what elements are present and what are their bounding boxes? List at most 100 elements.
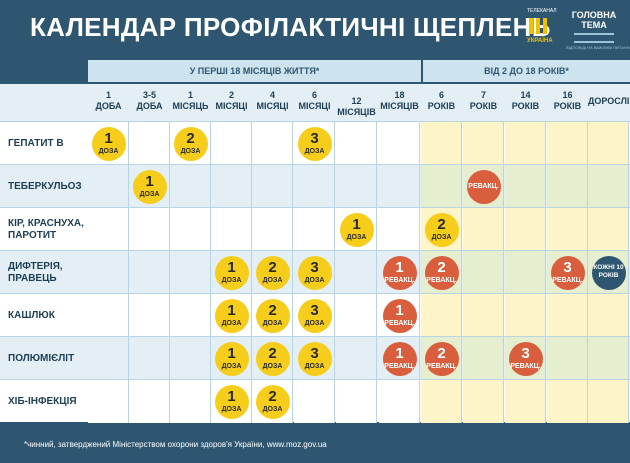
badge-number: 2 [268, 258, 277, 276]
badge-number: 1 [104, 129, 113, 147]
column-header-value: 1 [105, 90, 111, 100]
badge-number: 2 [437, 344, 446, 362]
dose-badge: 3 ДОЗА [297, 126, 332, 161]
column-header-value: 18 [394, 90, 405, 100]
section-first-18-months: У ПЕРШІ 18 МІСЯЦІВ ЖИТТЯ* [88, 60, 421, 82]
badge-number: 2 [268, 344, 277, 362]
table-cell [379, 208, 420, 251]
column-header-value: 6 [438, 90, 444, 100]
logo-tagline: ВІДПОВІДІ НА ВАЖЛИВІ ПИТАННЯ [566, 45, 630, 50]
table-cell [547, 294, 588, 337]
table-cell [294, 208, 335, 251]
table-cell [88, 251, 129, 294]
badge-number: 1 [227, 387, 236, 405]
table-cell [463, 294, 504, 337]
column-header: 7 РОКІВ [463, 90, 504, 112]
table-row: ПОЛЮМІЄЛІТ 1 ДОЗА 2 ДОЗА 3 ДОЗА 1 РЕВАКЦ. 2 РЕВАКЦ… [0, 336, 630, 380]
badge-number: 2 [437, 258, 446, 276]
logo-bar [543, 18, 547, 34]
table-cell [463, 251, 504, 294]
table-cell [211, 122, 252, 165]
badge-label: ДОЗА [304, 319, 325, 327]
table-cell [336, 294, 377, 337]
table-cell [463, 337, 504, 380]
table-cell [170, 337, 211, 380]
table-cell [336, 165, 377, 208]
dose-badge: 2 ДОЗА [424, 212, 459, 247]
badge-label: ДОЗА [221, 362, 242, 370]
table-cell [88, 337, 129, 380]
footer-note: *чинний, затверджений Міністерством охор… [24, 440, 327, 449]
badge-label: РЕВАКЦ. [468, 182, 499, 190]
column-header: 16 РОКІВ [547, 90, 588, 112]
section-2-18-years: ВІД 2 ДО 18 РОКІВ* [423, 60, 630, 82]
dose-badge: 1 ДОЗА [214, 255, 249, 290]
table-cell [547, 165, 588, 208]
column-header-value: 7 [480, 90, 486, 100]
badge-number: 3 [310, 129, 319, 147]
column-header-value: 6 [311, 90, 317, 100]
table-cell [379, 165, 420, 208]
table-cell [170, 165, 211, 208]
badge-label: ДОЗА [139, 190, 160, 198]
table-cell [336, 251, 377, 294]
dose-badge: 3 ДОЗА [297, 341, 332, 376]
table-row: ГЕПАТИТ В 1 ДОЗА 2 ДОЗА 3 ДОЗА [0, 121, 630, 165]
golovna-tema-logo: ГОЛОВНА ТЕМА ВІДПОВІДІ НА ВАЖЛИВІ ПИТАНН… [566, 10, 630, 50]
badge-label: ДОЗА [98, 147, 119, 155]
badge-number: 1 [227, 301, 236, 319]
badge-label: РЕВАКЦ. [426, 276, 457, 284]
every-10-years-badge: КОЖНІ 10 РОКІВ [591, 255, 626, 290]
badge-number: 3 [310, 301, 319, 319]
header: КАЛЕНДАР ПРОФІЛАКТИЧНІ ЩЕПЛЕНЬ ТЕЛЕКАНАЛ… [0, 0, 630, 58]
dose-badge: 3 ДОЗА [297, 298, 332, 333]
badge-number: 3 [310, 344, 319, 362]
badge-label: ДОЗА [180, 147, 201, 155]
badge-number: 2 [268, 387, 277, 405]
table-cell [170, 294, 211, 337]
badge-label: ДОЗА [262, 276, 283, 284]
column-header-unit: РОКІВ [427, 101, 456, 111]
column-header-unit: МІСЯЦІ [256, 101, 289, 111]
table-cell [88, 294, 129, 337]
table-cell [294, 380, 335, 423]
revaccination-badge: 3 РЕВАКЦ. [550, 255, 585, 290]
table-cell [505, 251, 546, 294]
badge-label: РЕВАКЦ. [552, 276, 583, 284]
table-cell [588, 337, 629, 380]
badge-label: РЕВАКЦ. [510, 362, 541, 370]
column-header: 6 МІСЯЦІ [294, 90, 335, 112]
revaccination-badge: 1 РЕВАКЦ. [382, 298, 417, 333]
column-header-unit: ДОБА [95, 101, 122, 111]
badge-label: ДОЗА [221, 276, 242, 284]
table-cell [170, 380, 211, 423]
column-header-value: 14 [520, 90, 531, 100]
table-cell [379, 122, 420, 165]
revaccination-badge: 3 РЕВАКЦ. [508, 341, 543, 376]
column-header: 4 МІСЯЦІ [252, 90, 293, 112]
column-header-value: 4 [269, 90, 275, 100]
row-label: ГЕПАТИТ В [8, 137, 64, 149]
column-header-value: 3-5 [142, 90, 156, 100]
column-header: 3-5 ДОБА [129, 90, 170, 112]
table-cell [547, 122, 588, 165]
dose-badge: 1 ДОЗА [91, 126, 126, 161]
table-row: КІР, КРАСНУХА, ПАРОТИТ 1 ДОЗА 2 ДОЗА [0, 207, 630, 251]
table-cell [505, 208, 546, 251]
logo-bar [529, 18, 533, 34]
column-header-unit: МІСЯЦІВ [380, 101, 419, 111]
badge-number: 1 [395, 344, 404, 362]
badge-number: 3 [521, 344, 530, 362]
table-row: ХІБ-ІНФЕКЦІЯ 1 ДОЗА 2 ДОЗА [0, 379, 630, 423]
table-cell [252, 208, 293, 251]
column-header-unit: 12 МІСЯЦІВ [337, 96, 376, 117]
page-title: КАЛЕНДАР ПРОФІЛАКТИЧНІ ЩЕПЛЕНЬ [30, 12, 551, 42]
column-header-row [0, 84, 630, 121]
table-cell [336, 122, 377, 165]
revaccination-badge: 1 РЕВАКЦ. [382, 255, 417, 290]
column-header: 14 РОКІВ [505, 90, 546, 112]
column-header-unit: РОКІВ [469, 101, 498, 111]
table-cell [505, 122, 546, 165]
table-cell [588, 380, 629, 423]
column-header-unit: МІСЯЦІ [298, 101, 331, 111]
